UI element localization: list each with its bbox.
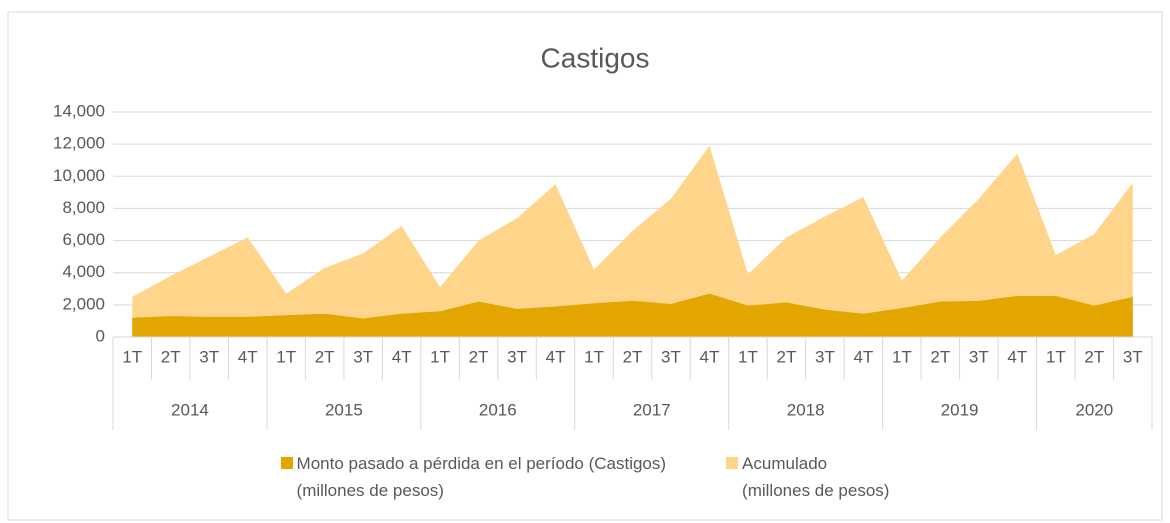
y-tick-label: 10,000 (53, 166, 105, 185)
x-tick-label: 2T (161, 347, 181, 366)
group-label: 2017 (633, 400, 671, 419)
y-tick-label: 4,000 (62, 262, 105, 281)
area (132, 293, 1133, 337)
legend-swatch (280, 457, 293, 469)
x-tick-label: 4T (853, 347, 873, 366)
x-tick-label: 2T (930, 347, 950, 366)
x-tick-label: 1T (892, 347, 912, 366)
x-tick-label: 3T (1123, 347, 1143, 366)
group-label: 2018 (787, 400, 825, 419)
x-tick-label: 4T (392, 347, 412, 366)
y-tick-label: 0 (96, 326, 105, 345)
legend-entry: Acumulado (millones de pesos) (726, 452, 889, 504)
x-tick-label: 2T (469, 347, 489, 366)
area (132, 145, 1133, 337)
x-tick-label: 1T (738, 347, 758, 366)
x-tick-label: 1T (584, 347, 604, 366)
x-tick-label: 3T (507, 347, 527, 366)
x-tick-label: 4T (700, 347, 720, 366)
group-label: 2014 (171, 400, 209, 419)
group-label: 2016 (479, 400, 517, 419)
x-tick-label: 1T (122, 347, 142, 366)
x-tick-label: 3T (815, 347, 835, 366)
y-tick-label: 14,000 (53, 101, 105, 120)
chart-title: Castigos (541, 42, 650, 73)
y-tick-label: 8,000 (62, 198, 105, 217)
y-tick-label: 2,000 (62, 294, 105, 313)
x-tick-label: 3T (969, 347, 989, 366)
x-tick-label: 1T (430, 347, 450, 366)
x-tick-label: 4T (546, 347, 566, 366)
legend-entry: Monto pasado a pérdida en el período (Ca… (280, 452, 667, 504)
x-tick-label: 3T (661, 347, 681, 366)
legend-swatch (726, 457, 739, 469)
y-tick-label: 12,000 (53, 134, 105, 153)
legend: Monto pasado a pérdida en el período (Ca… (0, 452, 1170, 504)
group-label: 2015 (325, 400, 363, 419)
x-tick-label: 4T (238, 347, 258, 366)
y-tick-label: 6,000 (62, 230, 105, 249)
x-tick-label: 2T (777, 347, 797, 366)
x-tick-label: 1T (276, 347, 296, 366)
x-tick-label: 2T (1084, 347, 1104, 366)
x-tick-label: 1T (1046, 347, 1066, 366)
x-tick-label: 2T (315, 347, 335, 366)
x-tick-label: 3T (199, 347, 219, 366)
x-tick-label: 4T (1007, 347, 1027, 366)
x-tick-label: 2T (623, 347, 643, 366)
group-label: 2019 (941, 400, 979, 419)
x-tick-label: 3T (353, 347, 373, 366)
legend-label: Monto pasado a pérdida en el período (Ca… (296, 454, 667, 500)
group-label: 2020 (1075, 400, 1113, 419)
legend-label: Acumulado (millones de pesos) (742, 454, 890, 500)
